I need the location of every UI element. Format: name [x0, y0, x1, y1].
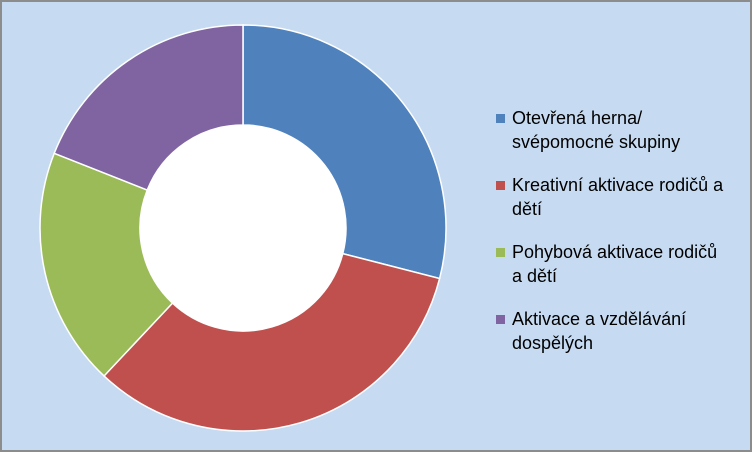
- legend-label-line: dospělých: [512, 333, 594, 353]
- legend-label-line: Otevřená herna/: [512, 108, 643, 128]
- legend-swatch: [496, 114, 505, 123]
- legend-item: Pohybová aktivace rodičů a dětí: [496, 240, 746, 288]
- donut-slice: [53, 24, 244, 192]
- legend: Otevřená herna/ svépomocné skupiny Kreat…: [496, 106, 746, 374]
- legend-label-line: Pohybová aktivace rodičů: [512, 242, 718, 262]
- legend-item: Otevřená herna/ svépomocné skupiny: [496, 106, 746, 154]
- legend-label-line: a dětí: [512, 266, 558, 286]
- legend-swatch: [496, 181, 505, 190]
- legend-item: Aktivace a vzdělávání dospělých: [496, 307, 746, 355]
- legend-label-line: dětí: [512, 199, 543, 219]
- legend-label-line: Aktivace a vzdělávání: [512, 309, 687, 329]
- legend-label-line: svépomocné skupiny: [512, 132, 681, 152]
- legend-label-line: Kreativní aktivace rodičů a: [512, 175, 724, 195]
- legend-swatch: [496, 248, 505, 257]
- legend-swatch: [496, 315, 505, 324]
- legend-item: Kreativní aktivace rodičů a dětí: [496, 173, 746, 221]
- donut-hole: [140, 125, 346, 331]
